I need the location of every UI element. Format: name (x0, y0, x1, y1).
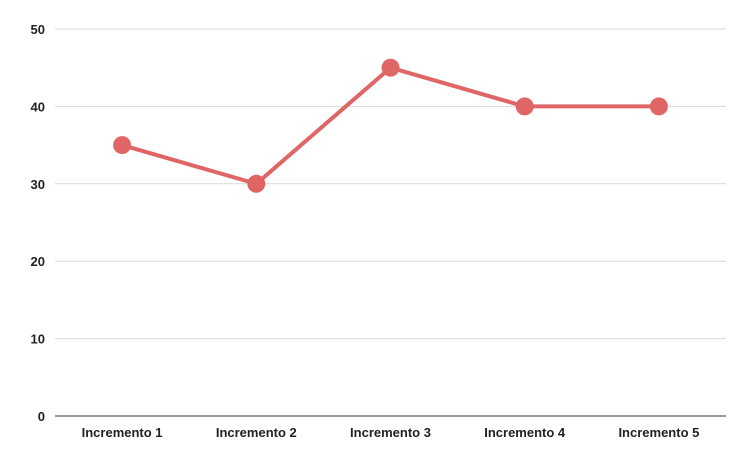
x-tick-label-5: Incremento 5 (618, 425, 699, 440)
y-axis: 0 10 20 30 40 50 (31, 22, 45, 424)
data-point-4 (515, 97, 534, 116)
x-tick-label-4: Incremento 4 (484, 425, 566, 440)
x-tick-label-3: Incremento 3 (350, 425, 431, 440)
data-point-1 (113, 136, 132, 155)
data-point-5 (649, 97, 668, 116)
data-point-3 (381, 58, 400, 77)
series-line-1 (120, 65, 661, 186)
x-tick-label-2: Incremento 2 (216, 425, 297, 440)
y-tick-label-30: 30 (31, 177, 45, 192)
y-tick-label-50: 50 (31, 22, 45, 37)
x-tick-label-1: Incremento 1 (82, 425, 163, 440)
y-tick-label-40: 40 (31, 99, 45, 114)
series-layer (113, 58, 668, 193)
y-tick-label-10: 10 (31, 332, 45, 347)
x-axis: Incremento 1 Incremento 2 Incremento 3 Incr… (55, 415, 726, 440)
y-tick-label-0: 0 (38, 409, 45, 424)
y-tick-label-20: 20 (31, 254, 45, 269)
data-point-2 (247, 174, 266, 193)
